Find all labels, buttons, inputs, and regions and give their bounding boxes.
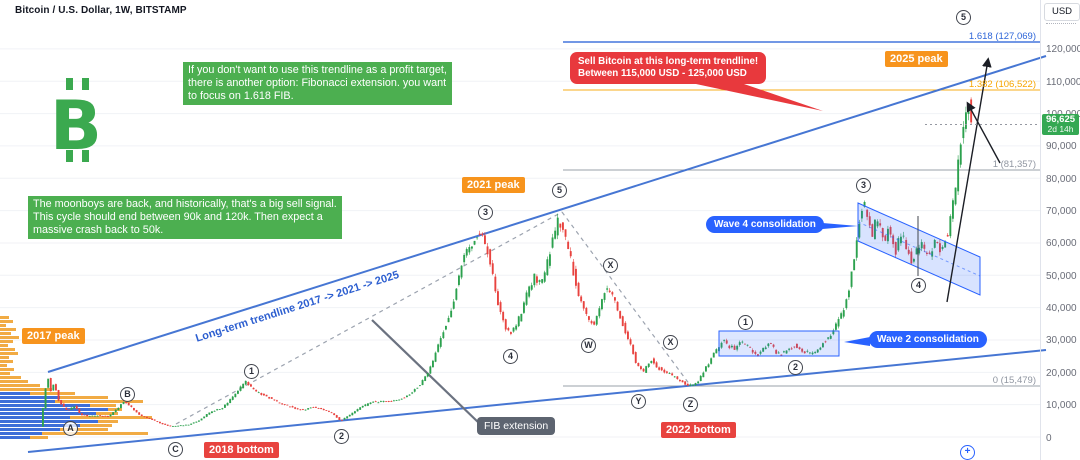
wave-label-1[interactable]: 1 bbox=[244, 364, 259, 379]
wave-label-5[interactable]: 5 bbox=[552, 183, 567, 198]
current-price-badge: 96,625 2d 14h bbox=[1042, 114, 1079, 135]
price-axis-separator bbox=[1040, 0, 1041, 460]
current-price-value: 96,625 bbox=[1045, 114, 1076, 125]
wave-label-4[interactable]: 4 bbox=[503, 349, 518, 364]
wave-label-2[interactable]: 2 bbox=[334, 429, 349, 444]
wave-label-a[interactable]: A bbox=[63, 421, 78, 436]
wave-label-w[interactable]: W bbox=[581, 338, 596, 353]
fib-level-label: 1 (81,357) bbox=[992, 159, 1036, 170]
price-tick-label: 90,000 bbox=[1046, 141, 1077, 153]
annotation-sell-callout[interactable]: Sell Bitcoin at this long-term trendline… bbox=[570, 52, 767, 84]
axis-dotted-marker bbox=[1046, 23, 1076, 24]
price-tick-label: 10,000 bbox=[1046, 400, 1077, 412]
currency-toggle-button[interactable]: USD bbox=[1044, 3, 1080, 21]
annotation-note-moonboys[interactable]: The moonboys are back, and historically,… bbox=[28, 196, 342, 239]
wave-label-1[interactable]: 1 bbox=[738, 315, 753, 330]
callout-tails bbox=[696, 84, 870, 346]
price-tick-label: 110,000 bbox=[1046, 76, 1080, 88]
wave-label-b[interactable]: B bbox=[120, 387, 135, 402]
symbol-title[interactable]: Bitcoin / U.S. Dollar, 1W, BITSTAMP bbox=[15, 5, 187, 16]
wave-label-2[interactable]: 2 bbox=[788, 360, 803, 375]
price-tick-label: 50,000 bbox=[1046, 270, 1077, 282]
candlesticks[interactable] bbox=[42, 97, 973, 427]
wave-label-y[interactable]: Y bbox=[631, 394, 646, 409]
fib-extension-callout[interactable]: FIB extension bbox=[477, 417, 556, 435]
wave2-consolidation-callout[interactable]: Wave 2 consolidation bbox=[869, 331, 987, 348]
wave-label-5[interactable]: 5 bbox=[956, 10, 971, 25]
annotation-note-fib-target[interactable]: If you don't want to use this trendline … bbox=[183, 62, 452, 105]
price-tick-label: 120,000 bbox=[1046, 44, 1080, 56]
fib-level-label: 1.618 (127,069) bbox=[968, 31, 1036, 42]
wave-label-x[interactable]: X bbox=[603, 258, 618, 273]
wave-label-3[interactable]: 3 bbox=[478, 205, 493, 220]
gridlines bbox=[0, 48, 1040, 438]
sell-callout-line2: Between 115,000 USD - 125,000 USD bbox=[578, 68, 747, 79]
bottom-label[interactable]: 2018 bottom bbox=[204, 442, 279, 458]
price-tick-label: 20,000 bbox=[1046, 367, 1077, 379]
fib-level-label: 0 (15,479) bbox=[992, 375, 1036, 386]
peak-label[interactable]: 2017 peak bbox=[22, 328, 85, 344]
fib-extension-lines[interactable] bbox=[563, 41, 1040, 387]
bitcoin-logo-icon: B bbox=[50, 78, 102, 162]
price-tick-label: 80,000 bbox=[1046, 173, 1077, 185]
add-order-plus-icon[interactable]: + bbox=[960, 445, 975, 460]
bar-countdown: 2d 14h bbox=[1047, 124, 1074, 134]
sell-callout-line1: Sell Bitcoin at this long-term trendline… bbox=[578, 56, 759, 67]
wave-label-x[interactable]: X bbox=[663, 335, 678, 350]
pointer-arrows[interactable] bbox=[946, 57, 1001, 303]
wave-label-3[interactable]: 3 bbox=[856, 178, 871, 193]
fib-level-label: 1.382 (106,522) bbox=[968, 79, 1036, 90]
bottom-label[interactable]: 2022 bottom bbox=[661, 422, 736, 438]
price-tick-label: 70,000 bbox=[1046, 206, 1077, 218]
wave4-consolidation-callout[interactable]: Wave 4 consolidation bbox=[706, 216, 824, 233]
volume-profile bbox=[0, 316, 152, 439]
peak-label[interactable]: 2025 peak bbox=[885, 51, 948, 67]
peak-label[interactable]: 2021 peak bbox=[462, 177, 525, 193]
price-tick-label: 40,000 bbox=[1046, 303, 1077, 315]
trendlines[interactable] bbox=[27, 55, 1047, 453]
wave-label-z[interactable]: Z bbox=[683, 397, 698, 412]
price-tick-label: 0 bbox=[1046, 432, 1052, 444]
price-tick-label: 60,000 bbox=[1046, 238, 1077, 250]
price-tick-label: 30,000 bbox=[1046, 335, 1077, 347]
wave-label-4[interactable]: 4 bbox=[911, 278, 926, 293]
svg-text:B: B bbox=[50, 87, 102, 162]
consolidation-zones[interactable] bbox=[718, 202, 981, 357]
wave-label-c[interactable]: C bbox=[168, 442, 183, 457]
